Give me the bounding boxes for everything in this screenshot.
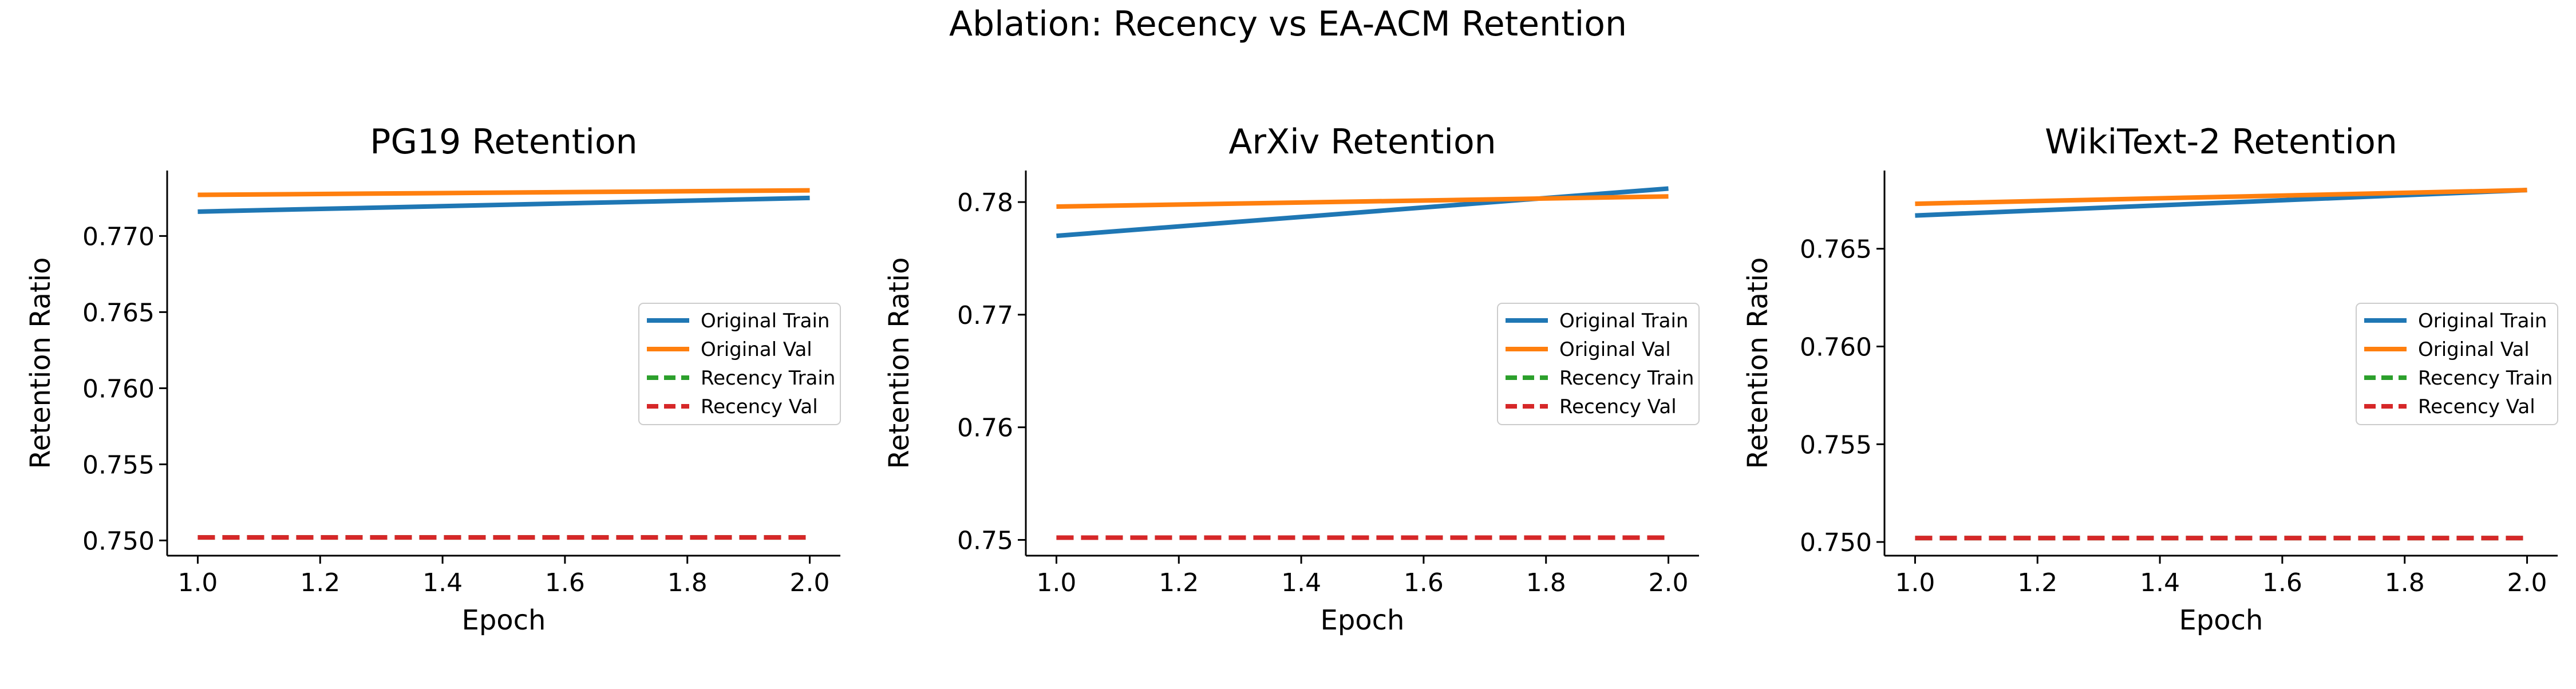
x-tick-label: 1.2 [300, 568, 340, 597]
x-tick-label: 1.8 [1526, 568, 1566, 597]
x-tick-label: 1.2 [1159, 568, 1199, 597]
x-tick-label: 1.6 [1404, 568, 1444, 597]
y-tick-label: 0.78 [957, 188, 1013, 217]
legend-label: Recency Train [2418, 367, 2553, 390]
y-tick-label: 0.760 [82, 374, 155, 403]
y-tick-label: 0.765 [82, 298, 155, 327]
legend-box [638, 303, 841, 425]
y-axis-label: Retention Ratio [883, 258, 915, 469]
x-tick-label: 1.2 [2017, 568, 2057, 597]
x-tick-label: 1.4 [1281, 568, 1321, 597]
y-axis-label: Retention Ratio [1742, 258, 1774, 469]
x-tick-label: 2.0 [790, 568, 830, 597]
y-tick-label: 0.765 [1800, 235, 1872, 264]
y-tick-label: 0.755 [1800, 430, 1872, 460]
x-tick-label: 1.0 [1895, 568, 1935, 597]
subplot-title: PG19 Retention [370, 122, 637, 162]
x-axis-label: Epoch [2179, 604, 2263, 636]
x-tick-label: 2.0 [1649, 568, 1689, 597]
series-line-original-val [1915, 188, 2527, 207]
legend: Original Train Original Val Recency Train R… [638, 303, 841, 425]
x-tick-label: 1.8 [2385, 568, 2425, 597]
x-tick-label: 1.6 [545, 568, 585, 597]
legend-label: Original Train [1559, 310, 1688, 332]
x-tick-label: 1.0 [1036, 568, 1076, 597]
subplot-title: WikiText-2 Retention [2045, 122, 2397, 162]
y-tick-label: 0.76 [957, 414, 1013, 443]
x-tick-label: 2.0 [2507, 568, 2547, 597]
y-tick-label: 0.750 [82, 526, 155, 556]
legend-label: Original Train [2418, 310, 2547, 332]
legend-label: Recency Val [701, 395, 818, 418]
y-tick-label: 0.77 [957, 301, 1013, 330]
y-tick-label: 0.760 [1800, 332, 1872, 362]
subplot-title: ArXiv Retention [1228, 122, 1496, 162]
legend-label: Original Train [701, 310, 829, 332]
figure-title: Ablation: Recency vs EA-ACM Retention [949, 4, 1627, 44]
y-tick-label: 0.750 [1800, 528, 1872, 557]
legend-label: Original Val [701, 338, 812, 361]
legend-label: Recency Val [2418, 395, 2535, 418]
subplot-1: PG19 Retention 1.0 1.2 1.4 1.6 1.8 2.0 0.750 0.7… [25, 122, 841, 636]
x-tick-label: 1.0 [177, 568, 218, 597]
y-tick-label: 0.75 [957, 526, 1013, 555]
legend: Original Train Original Val Recency Train R… [2356, 303, 2558, 425]
subplot-2: ArXiv Retention 1.0 1.2 1.4 1.6 1.8 2.0 0.75 0.7… [883, 122, 1700, 636]
legend-box [2356, 303, 2558, 425]
y-tick-label: 0.770 [82, 222, 155, 251]
x-axis-label: Epoch [462, 604, 546, 636]
legend-label: Recency Val [1559, 395, 1677, 418]
x-tick-label: 1.6 [2262, 568, 2302, 597]
x-axis-label: Epoch [1321, 604, 1405, 636]
y-axis-label: Retention Ratio [25, 258, 57, 469]
legend: Original Train Original Val Recency Train R… [1497, 303, 1700, 425]
subplot-3: WikiText-2 Retention 1.0 1.2 1.4 1.6 1.8 2.0 0.… [1742, 122, 2558, 636]
legend-label: Recency Train [701, 367, 835, 390]
series-line-original-train [197, 195, 810, 214]
x-tick-label: 1.4 [2140, 568, 2180, 597]
legend-label: Recency Train [1559, 367, 1694, 390]
series-line-original-val [197, 188, 810, 197]
legend-box [1497, 303, 1700, 425]
legend-label: Original Val [2418, 338, 2530, 361]
x-tick-label: 1.4 [422, 568, 463, 597]
legend-label: Original Val [1559, 338, 1671, 361]
series-line-original-val [1056, 194, 1669, 209]
y-tick-label: 0.755 [82, 450, 155, 480]
x-tick-label: 1.8 [667, 568, 708, 597]
